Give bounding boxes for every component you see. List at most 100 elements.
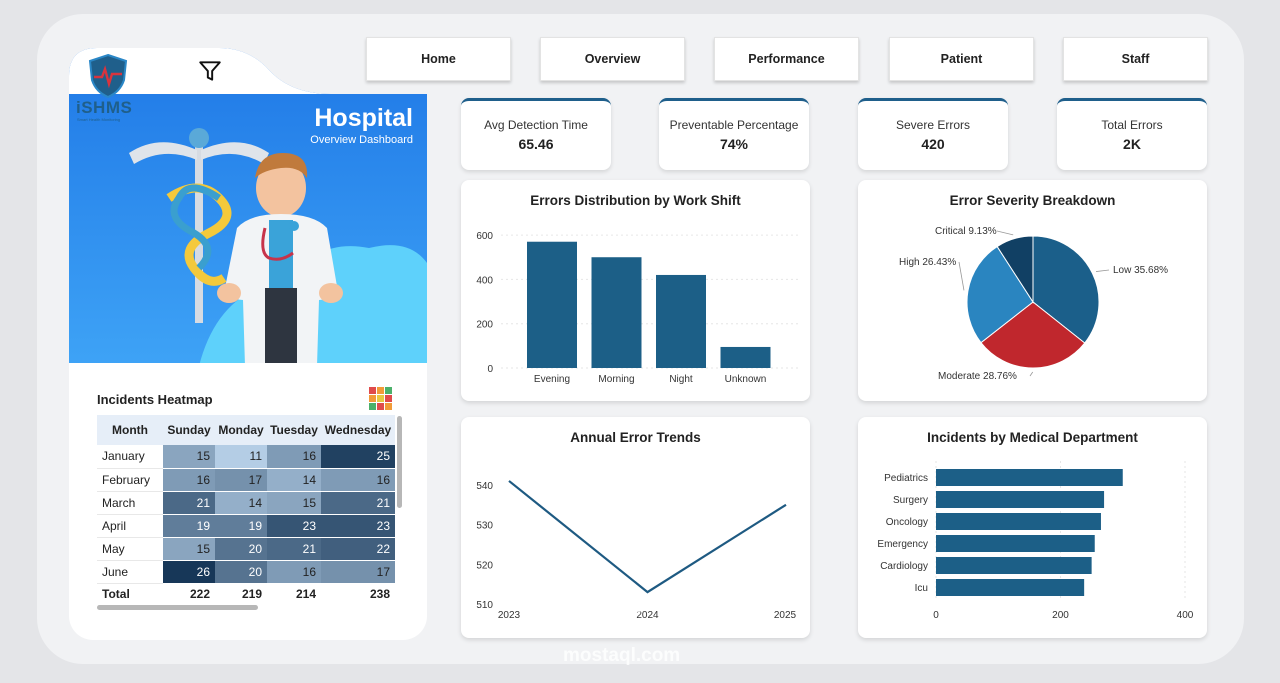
chart-title: Error Severity Breakdown xyxy=(949,193,1116,208)
bar-oncology xyxy=(936,513,1101,530)
heatmap-cell: 21 xyxy=(163,491,215,515)
x-tick-label: 2023 xyxy=(498,610,521,621)
y-tick-label: 540 xyxy=(476,481,493,492)
x-tick-label: 200 xyxy=(1052,610,1069,621)
y-tick-label: 200 xyxy=(476,320,493,331)
nav-home-button[interactable]: Home xyxy=(366,37,511,81)
kpi-value: 2K xyxy=(1123,136,1141,152)
heatmap-cell: 20 xyxy=(215,560,267,584)
category-label: Cardiology xyxy=(880,561,928,572)
bar-unknown xyxy=(720,346,771,368)
kpi-value: 65.46 xyxy=(518,136,554,152)
x-tick-label: Evening xyxy=(534,374,570,385)
total-row: Total 222 219 214 238 xyxy=(97,582,395,605)
heatmap-cell: 15 xyxy=(163,445,215,469)
pie-slice xyxy=(980,301,1086,369)
hero-subtitle: Overview Dashboard xyxy=(310,134,413,146)
chart-title: Annual Error Trends xyxy=(570,430,701,445)
month-cell: March xyxy=(97,491,163,515)
slice-label: High 26.43% xyxy=(899,257,956,268)
hero-background xyxy=(69,48,427,366)
y-tick-label: 0 xyxy=(487,364,493,375)
heatmap-cell: 15 xyxy=(267,491,321,515)
heatmap-cell: 16 xyxy=(267,560,321,584)
kpi-preventable-percentage: Preventable Percentage 74% xyxy=(659,98,809,170)
nav-overview-button[interactable]: Overview xyxy=(540,37,685,81)
filter-icon[interactable] xyxy=(197,58,223,84)
trend-line xyxy=(508,480,787,594)
hero-title: Hospital xyxy=(314,104,413,132)
slice-label: Moderate 28.76% xyxy=(938,371,1017,382)
table-row: April 19 19 23 23 xyxy=(97,514,395,538)
heatmap-cell: 19 xyxy=(163,514,215,538)
total-cell: 219 xyxy=(215,582,267,605)
heatmap-cell: 17 xyxy=(215,468,267,492)
bar-morning xyxy=(591,257,642,368)
heatmap-cell: 22 xyxy=(321,537,395,561)
kpi-avg-detection-time: Avg Detection Time 65.46 xyxy=(461,98,611,170)
horizontal-scrollbar[interactable] xyxy=(97,605,258,610)
nav-performance-button[interactable]: Performance xyxy=(714,37,859,81)
chart-title: Incidents by Medical Department xyxy=(927,430,1138,445)
logo-text: iSHMS xyxy=(76,98,133,117)
severity-chart-card: Error Severity Breakdown Low 35.68% Moder… xyxy=(858,180,1207,401)
total-cell: 222 xyxy=(163,582,215,605)
shift-bar-chart: 0 200 400 600 Evening Morning Night Unknown xyxy=(476,231,799,385)
heatmap-cell: 17 xyxy=(321,560,395,584)
vertical-scrollbar[interactable] xyxy=(397,416,402,508)
leader-line xyxy=(996,230,1014,236)
category-label: Pediatrics xyxy=(884,473,928,484)
slice-label: Low 35.68% xyxy=(1113,265,1168,276)
trend-chart-card: Annual Error Trends 510 520 530 540 2023 2024… xyxy=(461,417,810,638)
category-label: Surgery xyxy=(893,495,928,506)
bar-cardiology xyxy=(936,557,1092,574)
severity-pie-chart: Low 35.68% Moderate 28.76% High 26.43% Crit… xyxy=(899,226,1168,382)
x-tick-label: 0 xyxy=(933,610,939,621)
heatmap-table: Month Sunday Monday Tuesday Wednesday Ja… xyxy=(97,415,395,605)
kpi-label: Avg Detection Time xyxy=(484,118,588,132)
nav-patient-button[interactable]: Patient xyxy=(889,37,1034,81)
department-chart-card: Incidents by Medical Department 0 200 400 P… xyxy=(858,417,1207,638)
watermark-url: mostaql.com xyxy=(563,645,681,666)
leader-line xyxy=(958,261,965,291)
table-row: January 15 11 16 25 xyxy=(97,445,395,469)
caduceus-icon xyxy=(129,128,269,323)
heatmap-cell: 23 xyxy=(267,514,321,538)
kpi-label: Total Errors xyxy=(1101,118,1163,132)
heatmap-cell: 23 xyxy=(321,514,395,538)
bar-icu xyxy=(936,579,1085,596)
kpi-label: Preventable Percentage xyxy=(669,118,799,132)
column-header: Month xyxy=(97,415,163,445)
heatmap-cell: 20 xyxy=(215,537,267,561)
shift-chart-card: Errors Distribution by Work Shift 0 200 40… xyxy=(461,180,810,401)
chart-title: Errors Distribution by Work Shift xyxy=(530,193,741,208)
heatmap-cell: 14 xyxy=(215,491,267,515)
bar-evening xyxy=(527,241,577,368)
x-tick-label: 2024 xyxy=(636,610,659,621)
heatmap-cell: 11 xyxy=(215,445,267,469)
bar-night xyxy=(656,274,706,368)
heatmap-cell: 21 xyxy=(321,491,395,515)
leader-line xyxy=(1095,269,1110,272)
category-label: Emergency xyxy=(877,539,928,550)
nav-staff-button[interactable]: Staff xyxy=(1063,37,1208,81)
month-cell: April xyxy=(97,514,163,538)
total-cell: 238 xyxy=(321,582,395,605)
bar-emergency xyxy=(936,535,1095,552)
bar-surgery xyxy=(936,491,1105,508)
x-tick-label: Unknown xyxy=(725,374,767,385)
grid-heatmap-icon xyxy=(369,387,392,410)
y-tick-label: 600 xyxy=(476,231,493,242)
heatmap-cell: 14 xyxy=(267,468,321,492)
kpi-value: 74% xyxy=(719,136,749,152)
hero-panel: iSHMS Smart Health Monitoring Hospital O… xyxy=(69,48,427,366)
pie-slice xyxy=(1032,235,1100,344)
total-cell: 214 xyxy=(267,582,321,605)
pie-slice xyxy=(996,235,1034,304)
heatmap-card: Incidents Heatmap Month Sunday Monday Tu… xyxy=(69,363,427,640)
table-row: June 26 20 16 17 xyxy=(97,560,395,584)
logo-tagline: Smart Health Monitoring xyxy=(77,117,121,122)
x-tick-label: Morning xyxy=(598,374,634,385)
heatmap-cell: 19 xyxy=(215,514,267,538)
heatmap-cell: 26 xyxy=(163,560,215,584)
